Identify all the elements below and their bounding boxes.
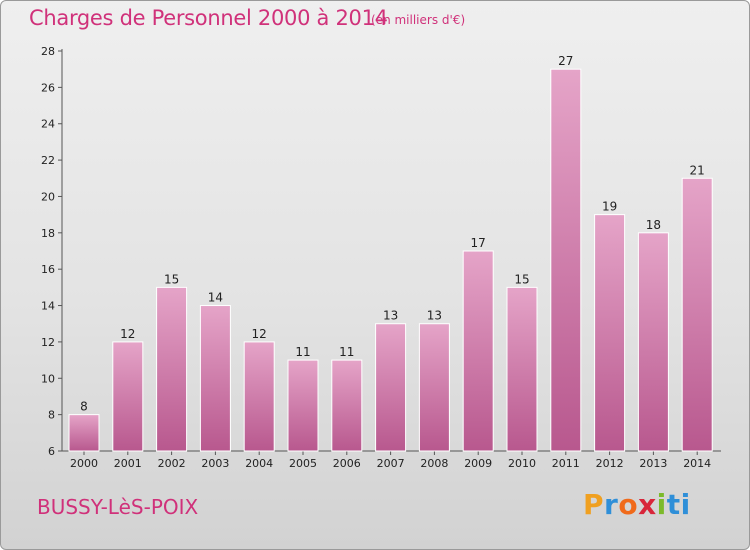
bar: [462, 250, 494, 452]
y-tick-label: 18: [41, 227, 55, 240]
x-tick-label: 2010: [508, 457, 536, 470]
x-tick-label: 2011: [552, 457, 580, 470]
bar: [243, 341, 275, 452]
data-label: 11: [295, 345, 310, 359]
y-tick-label: 8: [48, 409, 55, 422]
chart-value-labels: 8 12 15 14 12 11 11 13 13 17 15 27 19 18 21: [80, 54, 705, 413]
y-tick-label: 16: [41, 263, 55, 276]
chart-bars: [68, 68, 713, 452]
commune-name: BUSSY-LèS-POIX: [37, 495, 199, 519]
data-label: 8: [80, 400, 88, 414]
data-label: 19: [602, 200, 617, 214]
bar: [287, 359, 319, 452]
x-tick-label: 2009: [464, 457, 492, 470]
data-label: 12: [252, 327, 267, 341]
bar: [68, 414, 100, 452]
x-tick-label: 2006: [333, 457, 361, 470]
bar: [681, 177, 713, 452]
y-tick-label: 12: [41, 336, 55, 349]
y-tick-label: 10: [41, 372, 55, 385]
data-label: 21: [690, 163, 705, 177]
x-tick-label: 2013: [639, 457, 667, 470]
data-label: 18: [646, 218, 661, 232]
y-tick-label: 20: [41, 190, 55, 203]
data-label: 14: [208, 291, 223, 305]
x-tick-label: 2004: [245, 457, 273, 470]
bar: [550, 68, 582, 452]
chart-axes: 6 8 10 12 14 16 18 20 22 24 26 28 2000 2001 2002 2003 20…: [41, 45, 721, 470]
data-label: 15: [164, 272, 179, 286]
bar: [506, 286, 538, 452]
chart-title: Charges de Personnel 2000 à 2014: [29, 6, 388, 30]
x-tick-label: 2007: [377, 457, 405, 470]
bar: [156, 286, 188, 452]
data-label: 27: [558, 54, 573, 68]
chart-subtitle: (en milliers d'€): [371, 13, 466, 27]
bar: [331, 359, 363, 452]
bar: [418, 323, 450, 452]
x-tick-label: 2014: [683, 457, 711, 470]
x-tick-label: 2002: [158, 457, 186, 470]
x-tick-label: 2000: [70, 457, 98, 470]
y-tick-label: 24: [41, 118, 55, 131]
proxiti-logo: Proxiti: [583, 488, 691, 521]
data-label: 13: [383, 309, 398, 323]
data-label: 11: [339, 345, 354, 359]
data-label: 12: [120, 327, 135, 341]
data-label: 13: [427, 309, 442, 323]
y-tick-label: 22: [41, 154, 55, 167]
y-tick-label: 14: [41, 300, 55, 313]
x-tick-label: 2001: [114, 457, 142, 470]
x-tick-label: 2005: [289, 457, 317, 470]
y-tick-label: 28: [41, 45, 55, 58]
y-tick-label: 26: [41, 81, 55, 94]
y-tick-label: 6: [48, 445, 55, 458]
data-label: 15: [514, 272, 529, 286]
bar: [375, 323, 407, 452]
x-tick-label: 2003: [201, 457, 229, 470]
bar: [112, 341, 144, 452]
data-label: 17: [471, 236, 486, 250]
bar: [637, 232, 669, 452]
bar: [594, 214, 626, 452]
bar: [199, 305, 231, 452]
x-tick-label: 2012: [596, 457, 624, 470]
x-tick-label: 2008: [420, 457, 448, 470]
